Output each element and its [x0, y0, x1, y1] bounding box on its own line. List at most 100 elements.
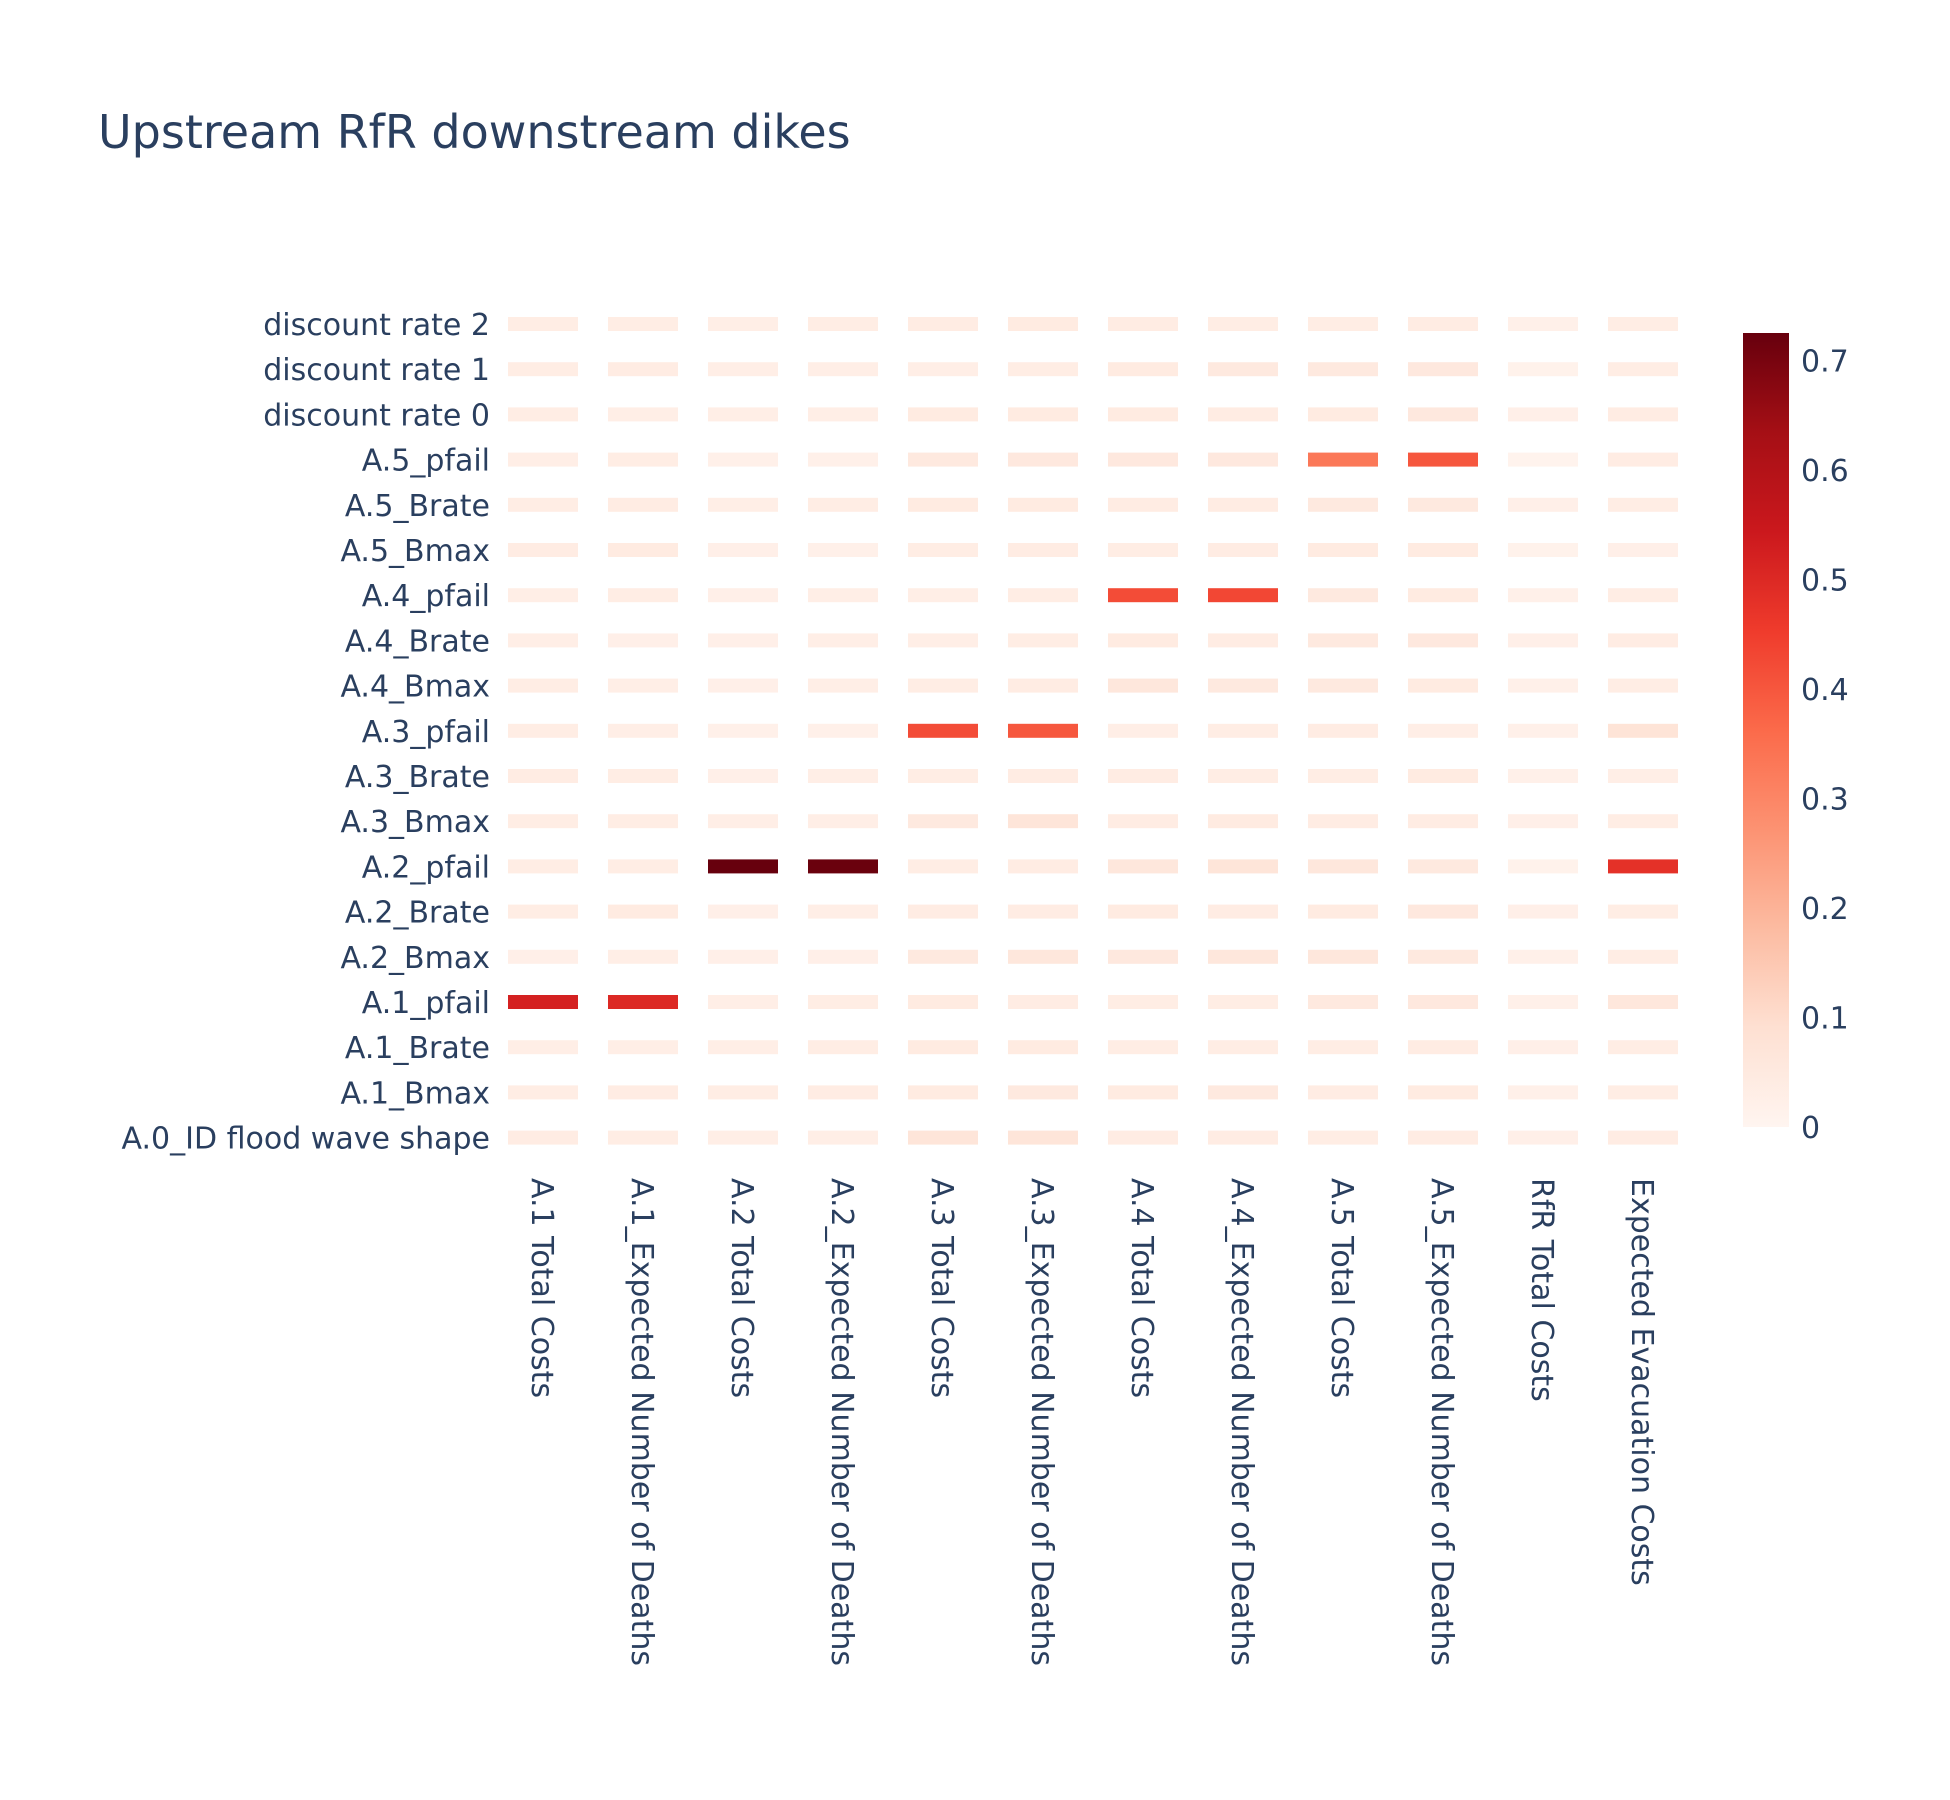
heatmap-cell	[1508, 452, 1578, 467]
heatmap-cell	[1108, 407, 1178, 422]
heatmap-cell	[1308, 317, 1378, 331]
y-tick-label: A.5_pfail	[362, 444, 490, 479]
heatmap-cell	[1108, 859, 1178, 874]
heatmap-cell	[1008, 497, 1078, 512]
x-axis-labels: A.1 Total Costs A.1_Expected Number of De…	[524, 1178, 1659, 1666]
heatmap-cell	[508, 588, 578, 603]
heatmap-cell	[1408, 995, 1478, 1009]
heatmap-cell	[1508, 995, 1578, 1009]
y-tick-label: A.4_pfail	[362, 579, 490, 614]
heatmap-cell	[1008, 588, 1078, 603]
x-tick-label: A.1 Total Costs	[524, 1178, 559, 1398]
heatmap-cell	[808, 859, 878, 874]
heatmap-cell	[1108, 1085, 1178, 1100]
heatmap-cell	[1208, 407, 1278, 422]
heatmap-cell	[808, 814, 878, 829]
heatmap-cell	[1308, 543, 1378, 557]
heatmap-cell	[1408, 678, 1478, 693]
heatmap-cell	[1308, 904, 1378, 919]
heatmap-cell	[1208, 543, 1278, 557]
heatmap-cell	[708, 362, 778, 377]
heatmap-cell	[1508, 1040, 1578, 1055]
x-tick-label: A.4 Total Costs	[1124, 1178, 1159, 1398]
heatmap-cell	[708, 407, 778, 422]
heatmap-cell	[1608, 859, 1678, 874]
colorbar-tick-label: 0.7	[1801, 344, 1849, 379]
heatmap-cell	[1008, 633, 1078, 648]
heatmap-cell	[1208, 949, 1278, 964]
heatmap-cell	[508, 995, 578, 1009]
heatmap-cell	[808, 678, 878, 693]
heatmap-cell	[508, 362, 578, 377]
heatmap-cell	[508, 543, 578, 557]
heatmap-cell	[1208, 904, 1278, 919]
heatmap-cell	[1008, 317, 1078, 331]
heatmap-cell	[808, 452, 878, 467]
heatmap-cell	[508, 859, 578, 874]
heatmap-cell	[1208, 859, 1278, 874]
heatmap-cell	[808, 407, 878, 422]
heatmap-cell	[1308, 949, 1378, 964]
y-tick-label: A.0_ID flood wave shape	[122, 1122, 490, 1157]
colorbar-tick-label: 0.4	[1801, 673, 1849, 708]
heatmap-cell	[1008, 452, 1078, 467]
y-tick-label: A.4_Brate	[345, 624, 490, 659]
heatmap-cell	[708, 723, 778, 738]
heatmap-cell	[1008, 814, 1078, 829]
heatmap-cell	[708, 859, 778, 874]
heatmap-cell	[908, 769, 978, 783]
heatmap-cell	[908, 543, 978, 557]
heatmap-cell	[1408, 723, 1478, 738]
heatmap-cell	[708, 949, 778, 964]
heatmap-cell	[908, 497, 978, 512]
heatmap-cell	[908, 995, 978, 1009]
heatmap-cell	[608, 362, 678, 377]
heatmap-cell	[908, 904, 978, 919]
heatmap-cell	[1208, 452, 1278, 467]
heatmap-cell	[508, 497, 578, 512]
heatmap-cell	[1108, 769, 1178, 783]
y-tick-label: discount rate 2	[263, 308, 490, 343]
y-tick-label: A.3_pfail	[362, 715, 490, 750]
heatmap-cell	[508, 1130, 578, 1145]
heatmap-cell	[1508, 1085, 1578, 1100]
heatmap-cell	[808, 995, 878, 1009]
heatmap-cell	[1208, 362, 1278, 377]
heatmap-cell	[1308, 497, 1378, 512]
x-tick-label: A.2 Total Costs	[724, 1178, 759, 1398]
heatmap-cell	[1408, 452, 1478, 467]
heatmap-cell	[908, 723, 978, 738]
heatmap-cell	[808, 1130, 878, 1145]
y-tick-label: A.1_Brate	[345, 1031, 490, 1066]
heatmap-cell	[1608, 723, 1678, 738]
heatmap-cell	[1208, 1085, 1278, 1100]
heatmap-cell	[508, 317, 578, 331]
heatmap-cell	[1108, 1130, 1178, 1145]
heatmap-cell	[1108, 678, 1178, 693]
y-tick-label: A.2_Bmax	[340, 941, 490, 976]
heatmap-cell	[1008, 1130, 1078, 1145]
heatmap-cell	[1508, 588, 1578, 603]
x-tick-label: A.3 Total Costs	[924, 1178, 959, 1398]
y-tick-label: discount rate 0	[263, 398, 490, 433]
heatmap-cell	[1508, 949, 1578, 964]
heatmap-cell	[1408, 588, 1478, 603]
heatmap-cell	[708, 1085, 778, 1100]
heatmap-cell	[508, 678, 578, 693]
heatmap-cell	[1108, 814, 1178, 829]
heatmap-cell	[1108, 452, 1178, 467]
heatmap-cell	[608, 407, 678, 422]
heatmap-cell	[1608, 633, 1678, 648]
heatmap-cell	[608, 769, 678, 783]
heatmap-cell	[1208, 1130, 1278, 1145]
heatmap-cell	[608, 678, 678, 693]
heatmap-cell	[508, 633, 578, 648]
heatmap-cell	[1208, 814, 1278, 829]
heatmap-cell	[508, 814, 578, 829]
heatmap-cell	[508, 1085, 578, 1100]
heatmap-cell	[1508, 723, 1578, 738]
heatmap-cell	[1608, 497, 1678, 512]
heatmap-cell	[1308, 588, 1378, 603]
heatmap-cell	[1208, 723, 1278, 738]
colorbar-tick-label: 0.1	[1801, 1001, 1849, 1036]
